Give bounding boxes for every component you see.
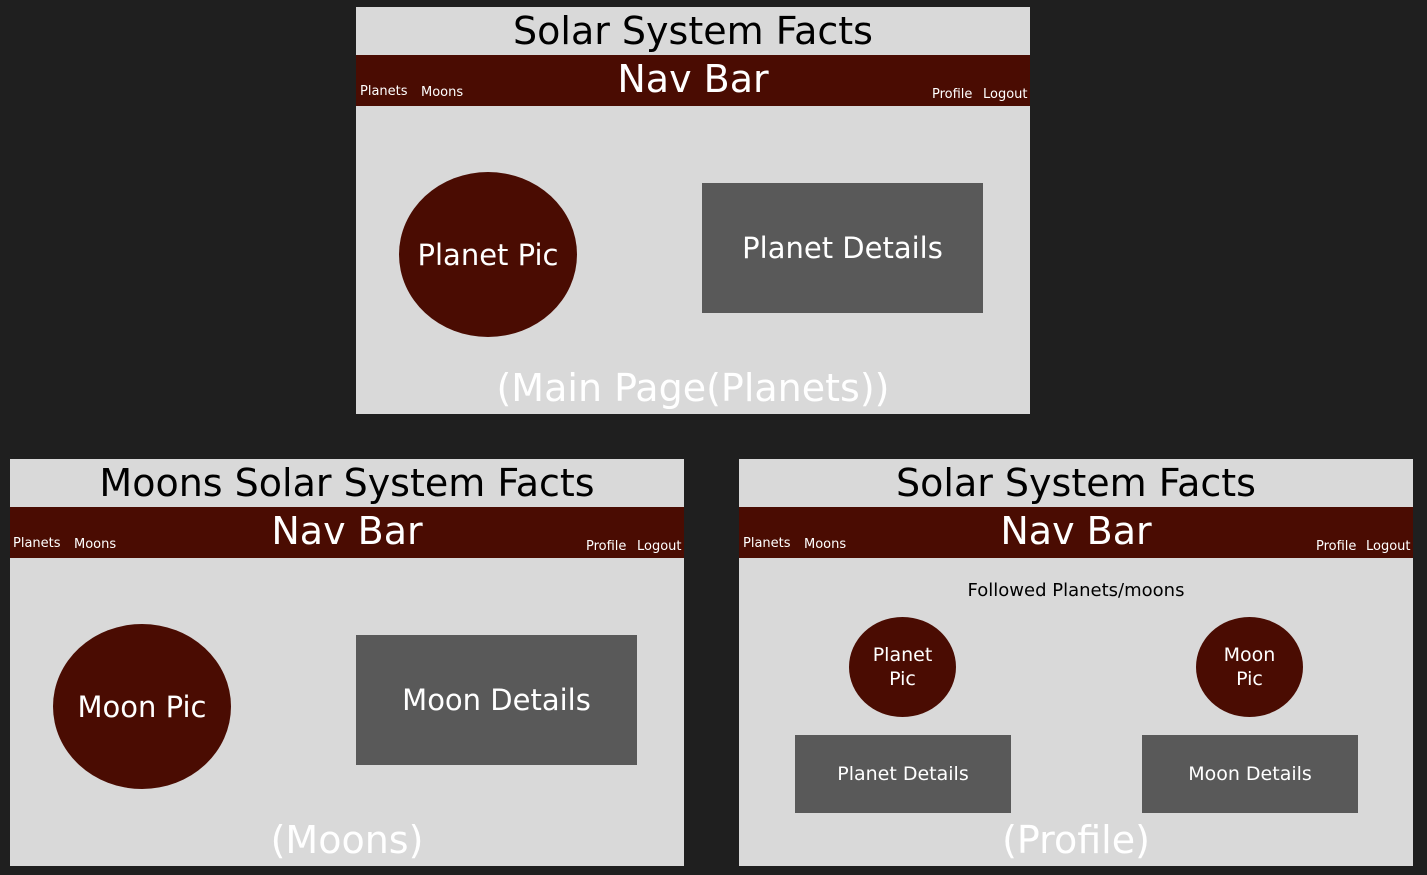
followed-heading: Followed Planets/moons: [967, 580, 1185, 601]
planet-pic-label-line1: Planet: [872, 644, 933, 666]
nav-link-moons[interactable]: Moons: [804, 537, 847, 552]
nav-bar: Nav Bar Planets Moons Profile Logout: [356, 55, 1030, 106]
page-caption: (Profile): [1002, 818, 1150, 862]
planet-details-label: Planet Details: [837, 763, 969, 785]
moon-details-label: Moon Details: [402, 683, 591, 717]
page-title: Solar System Facts: [896, 461, 1256, 505]
nav-bar: Nav Bar Planets Moons Profile Logout: [739, 507, 1413, 558]
nav-link-moons[interactable]: Moons: [421, 85, 464, 100]
nav-link-profile[interactable]: Profile: [586, 539, 627, 554]
followed-moon-details-box: Moon Details: [1142, 735, 1358, 813]
planet-pic: Planet Pic: [399, 172, 577, 337]
page-caption: (Main Page(Planets)): [496, 366, 890, 410]
page-caption: (Moons): [270, 818, 424, 862]
nav-link-logout[interactable]: Logout: [637, 539, 682, 554]
nav-bar-title: Nav Bar: [271, 509, 423, 553]
moon-details-label: Moon Details: [1188, 763, 1312, 785]
nav-link-planets[interactable]: Planets: [743, 536, 791, 551]
nav-link-profile[interactable]: Profile: [1316, 539, 1357, 554]
planet-pic-label-line2: Pic: [889, 668, 916, 690]
followed-planet-details-box: Planet Details: [795, 735, 1011, 813]
nav-link-planets[interactable]: Planets: [13, 536, 61, 551]
moon-pic-label-line1: Moon: [1223, 644, 1276, 666]
profile-page-frame: Solar System Facts Nav Bar Planets Moons…: [739, 459, 1413, 866]
page-title: Solar System Facts: [513, 9, 873, 53]
moon-pic-label-line2: Pic: [1236, 668, 1263, 690]
moons-page-frame: Moons Solar System Facts Nav Bar Planets…: [10, 459, 684, 866]
moon-pic: Moon Pic: [53, 624, 231, 789]
followed-moon-pic: Moon Pic: [1196, 617, 1303, 717]
main-page-frame: Solar System Facts Nav Bar Planets Moons…: [356, 7, 1030, 414]
planet-details-box: Planet Details: [702, 183, 983, 313]
nav-link-logout[interactable]: Logout: [1366, 539, 1411, 554]
moon-details-box: Moon Details: [356, 635, 637, 765]
nav-link-planets[interactable]: Planets: [360, 84, 408, 99]
followed-planet-pic: Planet Pic: [849, 617, 956, 717]
nav-link-moons[interactable]: Moons: [74, 537, 117, 552]
planet-details-label: Planet Details: [742, 231, 943, 265]
planet-pic-label: Planet Pic: [417, 237, 559, 272]
nav-bar-title: Nav Bar: [1000, 509, 1152, 553]
nav-link-profile[interactable]: Profile: [932, 87, 973, 102]
nav-bar: Nav Bar Planets Moons Profile Logout: [10, 507, 684, 558]
nav-link-logout[interactable]: Logout: [983, 87, 1028, 102]
moon-pic-label: Moon Pic: [77, 689, 207, 724]
nav-bar-title: Nav Bar: [617, 57, 769, 101]
page-title: Moons Solar System Facts: [99, 461, 595, 505]
